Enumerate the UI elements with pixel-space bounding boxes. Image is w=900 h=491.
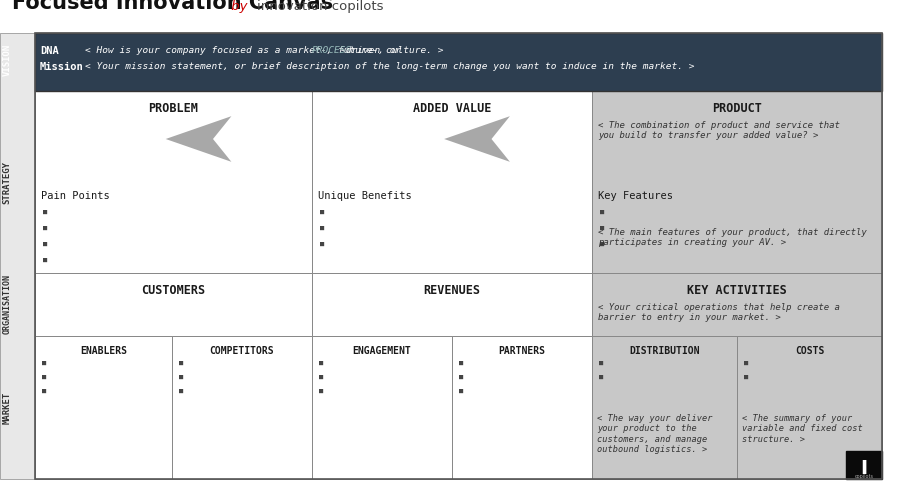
Text: ■: ■	[459, 360, 464, 366]
Text: ■: ■	[459, 374, 464, 380]
Polygon shape	[163, 114, 235, 164]
Text: < The combination of product and service that
you build to transfer your added v: < The combination of product and service…	[598, 121, 840, 140]
Text: ■: ■	[600, 209, 604, 215]
Bar	[35, 33, 882, 91]
Text: Focused Innovation Canvas: Focused Innovation Canvas	[12, 0, 333, 13]
Text: Mission: Mission	[40, 62, 84, 72]
Text: DISTRIBUTION: DISTRIBUTION	[629, 346, 700, 356]
Text: ■: ■	[320, 225, 324, 231]
Text: VISION: VISION	[3, 44, 12, 76]
Text: ■: ■	[42, 360, 46, 366]
Text: < The way your deliver
your product to the
customers, and manage
outbound logist: < The way your deliver your product to t…	[597, 414, 713, 454]
Bar	[35, 336, 172, 479]
Bar	[172, 336, 312, 479]
Text: CUSTOMERS: CUSTOMERS	[141, 284, 205, 297]
Text: ■: ■	[179, 360, 184, 366]
Text: ■: ■	[43, 257, 47, 263]
Bar	[592, 336, 737, 479]
Bar	[737, 336, 882, 479]
Text: < How is your company focused as a market-, future-, or: < How is your company focused as a marke…	[85, 46, 407, 55]
Bar	[592, 91, 882, 273]
Text: ■: ■	[179, 374, 184, 380]
Bar	[312, 273, 592, 336]
Bar	[312, 336, 452, 479]
Text: ENGAGEMENT: ENGAGEMENT	[353, 346, 411, 356]
Text: ■: ■	[600, 241, 604, 247]
Text: by: by	[227, 0, 252, 13]
Text: ■: ■	[179, 388, 184, 394]
Text: MARKET: MARKET	[3, 391, 12, 424]
Text: KEY ACTIVITIES: KEY ACTIVITIES	[687, 284, 787, 297]
Text: ■: ■	[319, 360, 323, 366]
Text: ■: ■	[43, 225, 47, 231]
Bar	[35, 91, 312, 273]
Bar	[452, 336, 592, 479]
Text: PRODUCT: PRODUCT	[712, 102, 762, 115]
Text: < The summary of your
variable and fixed cost
structure. >: < The summary of your variable and fixed…	[742, 414, 863, 444]
Text: PROCESS: PROCESS	[311, 46, 352, 55]
Bar	[846, 451, 882, 479]
Text: ■: ■	[319, 374, 323, 380]
Bar	[592, 273, 882, 336]
Text: PROBLEM: PROBLEM	[148, 102, 198, 115]
Text: COSTS: COSTS	[795, 346, 824, 356]
Text: COMPETITORS: COMPETITORS	[210, 346, 274, 356]
Text: ■: ■	[320, 241, 324, 247]
Text: ■: ■	[744, 360, 748, 366]
Text: < The main features of your product, that directly
participates in creating your: < The main features of your product, tha…	[598, 228, 867, 247]
Text: < Your mission statement, or brief description of the long-term change you want : < Your mission statement, or brief descr…	[85, 62, 695, 71]
Bar	[35, 273, 312, 336]
Text: DNA: DNA	[40, 46, 58, 56]
Text: copilots: copilots	[854, 474, 874, 479]
Text: ■: ■	[43, 209, 47, 215]
Bar	[312, 91, 592, 273]
Text: REVENUES: REVENUES	[424, 284, 481, 297]
Text: PARTNERS: PARTNERS	[499, 346, 545, 356]
Text: ENABLERS: ENABLERS	[80, 346, 127, 356]
Text: < Your critical operations that help create a
barrier to entry in your market. >: < Your critical operations that help cre…	[598, 303, 840, 323]
Text: ■: ■	[599, 374, 603, 380]
Text: STRATEGY: STRATEGY	[3, 161, 12, 203]
Text: ■: ■	[319, 388, 323, 394]
Text: Pain Points: Pain Points	[41, 191, 110, 201]
Text: ORGANISATION: ORGANISATION	[3, 274, 12, 334]
Text: ■: ■	[42, 374, 46, 380]
Text: ■: ■	[599, 360, 603, 366]
Text: -driven culture. >: -driven culture. >	[340, 46, 444, 55]
Text: ■: ■	[43, 241, 47, 247]
Text: innovation copilots: innovation copilots	[257, 0, 383, 13]
Bar	[0, 33, 35, 479]
Text: ■: ■	[600, 225, 604, 231]
Text: Unique Benefits: Unique Benefits	[318, 191, 412, 201]
Text: ■: ■	[42, 388, 46, 394]
Text: Key Features: Key Features	[598, 191, 673, 201]
Text: ADDED VALUE: ADDED VALUE	[413, 102, 491, 115]
Text: ■: ■	[320, 209, 324, 215]
Text: ■: ■	[459, 388, 464, 394]
Polygon shape	[441, 114, 513, 164]
Text: I: I	[860, 459, 868, 478]
Text: ■: ■	[744, 374, 748, 380]
